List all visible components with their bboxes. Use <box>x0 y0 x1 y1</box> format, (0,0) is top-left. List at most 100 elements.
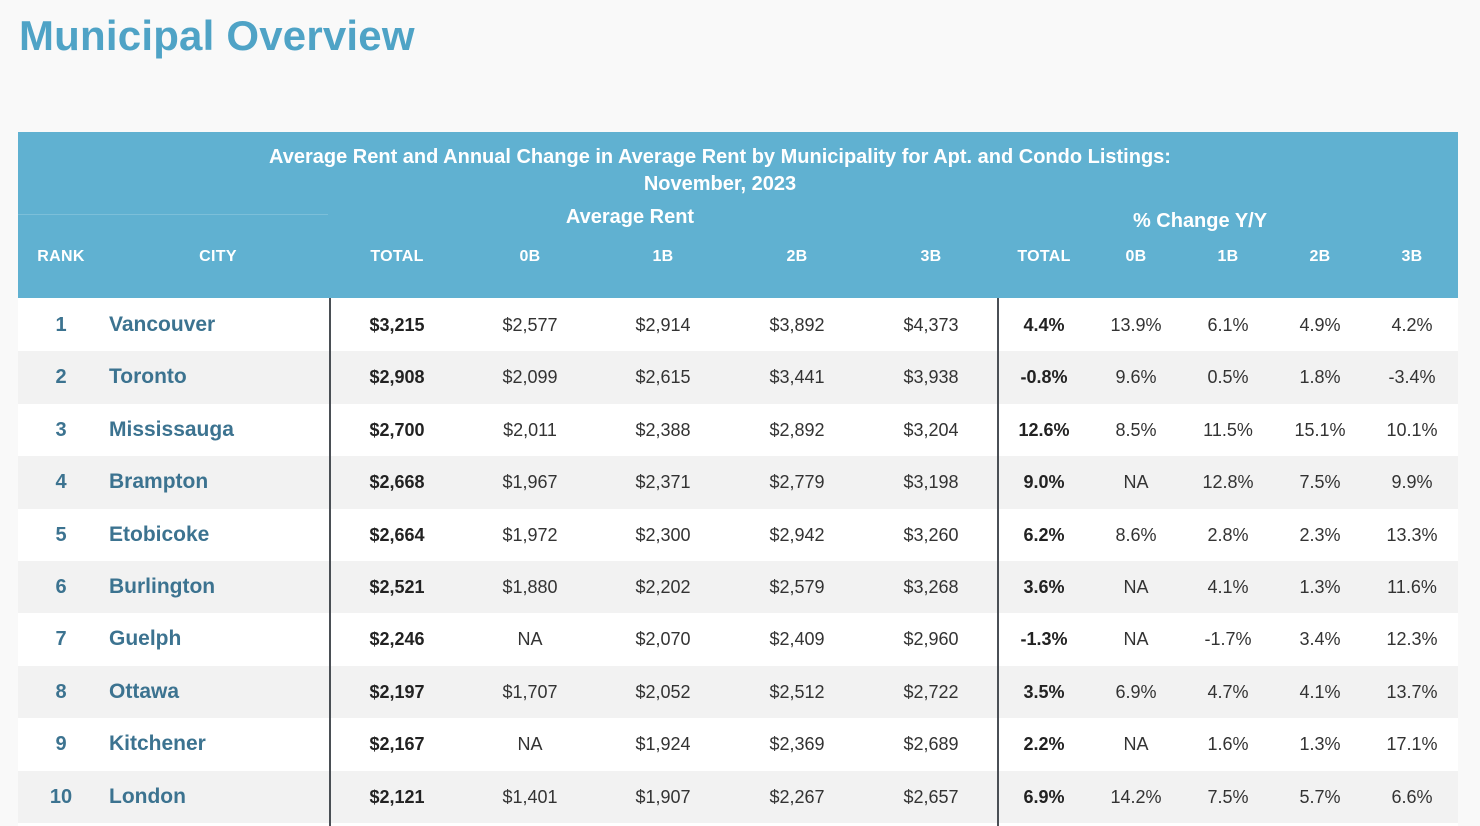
cell-rent-2b: $2,267 <box>769 786 825 807</box>
cell-rank: 6 <box>55 576 67 598</box>
cell-change-3b: 6.6% <box>1391 786 1433 807</box>
cell-change-3b: 13.7% <box>1386 681 1438 702</box>
divider-city-rent <box>329 298 331 826</box>
table-row: 9 Kitchener $2,167 NA $1,924 $2,369 $2,689 2.2%… <box>18 718 1458 771</box>
cell-city: Kitchener <box>109 732 206 756</box>
rent-table: Average Rent and Annual Change in Averag… <box>18 132 1458 826</box>
cell-rent-3b: $2,722 <box>903 681 959 702</box>
cell-rent-2b: $3,892 <box>769 315 825 335</box>
col-header-rent-0b: 0B <box>519 248 541 265</box>
cell-change-1b: 12.8% <box>1202 472 1254 493</box>
cell-rent-3b: $3,198 <box>903 472 959 493</box>
cell-change-2b: 4.9% <box>1299 315 1341 335</box>
group-label-change: % Change Y/Y <box>1132 210 1268 232</box>
cell-rent-0b: NA <box>517 629 543 650</box>
cell-city: Brampton <box>109 470 209 494</box>
cell-change-3b: 17.1% <box>1386 734 1438 755</box>
cell-change-1b: 0.5% <box>1207 367 1249 388</box>
cell-change-0b: 8.6% <box>1115 524 1157 545</box>
cell-change-total: 9.0% <box>1023 472 1065 493</box>
cell-rent-2b: $2,779 <box>769 472 825 493</box>
table-row: 8 Ottawa $2,197 $1,707 $2,052 $2,512 $2,722 3.5… <box>18 665 1458 719</box>
cell-change-0b: NA <box>1123 734 1149 755</box>
cell-rent-0b: $1,707 <box>502 681 558 702</box>
cell-change-0b: NA <box>1123 629 1149 650</box>
cell-rent-0b: $1,967 <box>502 472 558 493</box>
col-header-change-2b: 2B <box>1309 248 1331 265</box>
col-header-rent-3b: 3B <box>920 248 942 265</box>
page-title: Municipal Overview <box>19 12 415 59</box>
cell-change-total: 6.9% <box>1023 786 1065 807</box>
cell-change-1b: 4.1% <box>1207 577 1249 597</box>
cell-rent-2b: $3,441 <box>769 367 825 388</box>
table-row: 7 Guelph $2,246 NA $2,070 $2,409 $2,960 -1.3% NA… <box>18 613 1458 666</box>
cell-change-3b: 12.3% <box>1386 629 1438 650</box>
cell-rent-total: $2,246 <box>369 629 425 650</box>
cell-rent-1b: $2,070 <box>635 629 691 650</box>
cell-rent-3b: $3,938 <box>903 367 959 388</box>
cell-change-2b: 3.4% <box>1299 629 1341 650</box>
col-header-change-1b: 1B <box>1217 248 1239 265</box>
cell-change-0b: 8.5% <box>1115 419 1157 440</box>
table-header: Average Rent and Annual Change in Averag… <box>18 132 1458 298</box>
table-row: 4 Brampton $2,668 $1,967 $2,371 $2,779 $3,198 9… <box>18 456 1458 509</box>
cell-change-0b: NA <box>1123 472 1149 493</box>
cell-rent-total: $3,215 <box>369 315 425 335</box>
cell-change-2b: 4.1% <box>1299 681 1341 702</box>
cell-rent-2b: $2,409 <box>769 629 825 650</box>
cell-rent-1b: $2,388 <box>635 419 691 440</box>
cell-city: London <box>109 784 186 808</box>
cell-city: Toronto <box>109 365 187 389</box>
cell-city: Mississauga <box>109 417 234 441</box>
cell-rent-total: $2,167 <box>369 734 425 755</box>
cell-rent-3b: $2,657 <box>903 786 959 807</box>
cell-change-total: 2.2% <box>1023 734 1065 755</box>
group-label-average-rent: Average Rent <box>565 206 695 228</box>
cell-change-1b: -1.7% <box>1204 629 1252 650</box>
cell-change-3b: 9.9% <box>1391 472 1433 493</box>
cell-rent-0b: $1,401 <box>502 786 558 807</box>
cell-change-2b: 1.3% <box>1299 577 1341 597</box>
cell-rent-1b: $1,924 <box>635 734 691 755</box>
cell-change-3b: 4.2% <box>1391 315 1433 335</box>
cell-city: Burlington <box>109 575 216 598</box>
col-header-change-total: TOTAL <box>1017 248 1071 265</box>
col-header-rent-total: TOTAL <box>370 248 424 265</box>
table-caption-line-1: Average Rent and Annual Change in Averag… <box>269 146 1171 168</box>
cell-change-total: 3.5% <box>1023 681 1065 702</box>
cell-change-1b: 1.6% <box>1207 734 1249 755</box>
cell-rent-0b: $2,011 <box>503 419 557 440</box>
cell-change-2b: 15.1% <box>1294 419 1346 440</box>
cell-rank: 10 <box>49 785 73 808</box>
cell-rank: 5 <box>55 523 67 546</box>
cell-rent-1b: $2,914 <box>635 315 691 335</box>
cell-change-2b: 1.8% <box>1299 367 1341 388</box>
cell-rent-1b: $2,052 <box>635 681 691 702</box>
cell-change-1b: 7.5% <box>1207 786 1249 807</box>
cell-change-1b: 11.5% <box>1203 419 1253 440</box>
table-row: 10 London $2,121 $1,401 $1,907 $2,267 $2,657 6.… <box>18 770 1458 823</box>
cell-city: Ottawa <box>109 679 180 703</box>
cell-rent-0b: $2,099 <box>502 367 558 388</box>
cell-change-2b: 7.5% <box>1299 472 1341 493</box>
group-rule-left <box>18 214 328 215</box>
table-caption-line-2: November, 2023 <box>643 173 797 195</box>
cell-change-3b: 11.6% <box>1387 577 1437 597</box>
cell-rent-1b: $2,371 <box>635 472 691 493</box>
cell-rent-1b: $1,907 <box>635 786 691 807</box>
col-header-rent-2b: 2B <box>786 248 808 265</box>
cell-rank: 4 <box>55 471 67 494</box>
table-row: 5 Etobicoke $2,664 $1,972 $2,300 $2,942 $3,260… <box>18 508 1458 561</box>
cell-rent-1b: $2,202 <box>635 577 691 597</box>
cell-city: Etobicoke <box>109 522 210 546</box>
cell-rank: 3 <box>55 418 67 441</box>
cell-change-0b: 9.6% <box>1115 367 1157 388</box>
cell-change-0b: 13.9% <box>1110 315 1162 335</box>
cell-rent-0b: $1,972 <box>502 524 558 545</box>
cell-rent-3b: $3,204 <box>903 419 959 440</box>
cell-rank: 1 <box>55 314 67 336</box>
cell-rent-total: $2,668 <box>369 472 425 493</box>
cell-rent-0b: NA <box>517 734 543 755</box>
cell-change-0b: 14.2% <box>1110 786 1162 807</box>
cell-rent-0b: $1,880 <box>502 577 558 597</box>
